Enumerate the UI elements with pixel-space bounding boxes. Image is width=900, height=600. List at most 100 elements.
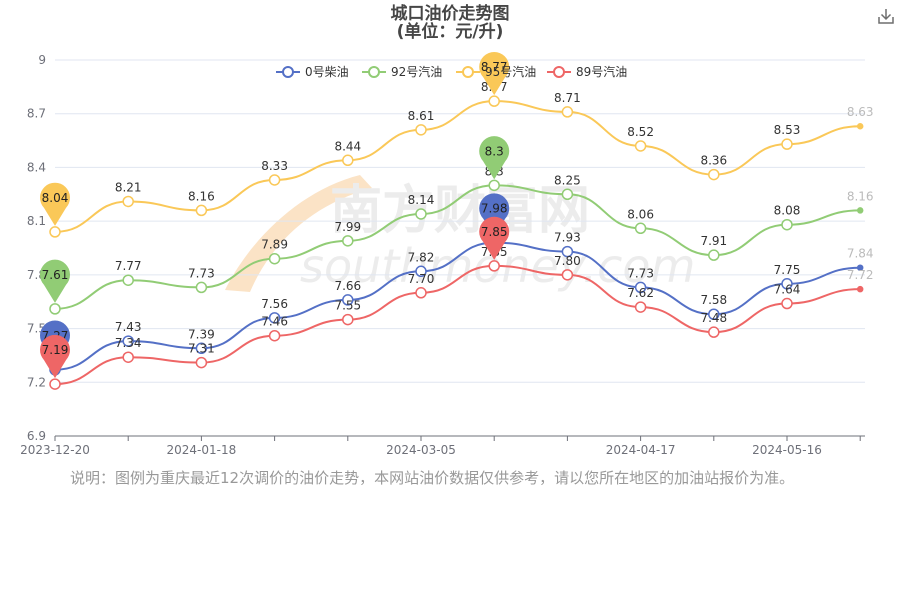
markpoint-label: 7.19 (42, 343, 69, 357)
data-point[interactable] (122, 195, 134, 208)
data-point[interactable] (856, 285, 864, 293)
data-point[interactable] (415, 287, 427, 299)
data-label: 7.84 (847, 247, 874, 261)
data-point[interactable] (856, 207, 864, 214)
data-label: 7.72 (847, 268, 874, 282)
data-label: 7.80 (554, 254, 581, 268)
data-point[interactable] (781, 278, 793, 290)
markpoints: 7.277.987.618.38.048.777.197.85 (40, 51, 510, 379)
data-point[interactable] (415, 265, 427, 278)
data-point[interactable] (195, 356, 208, 369)
data-point[interactable] (781, 138, 793, 150)
legend-item[interactable]: 95号汽油 (456, 64, 536, 79)
data-point[interactable] (342, 313, 354, 326)
data-point[interactable] (195, 281, 208, 294)
data-point[interactable] (342, 154, 354, 167)
data-label: 7.73 (188, 266, 215, 280)
data-label: 7.70 (408, 272, 435, 286)
data-label: 7.43 (115, 320, 142, 334)
data-point[interactable] (122, 335, 134, 347)
data-point[interactable] (268, 174, 281, 186)
data-point[interactable] (561, 188, 574, 201)
series-group (49, 95, 864, 390)
data-point[interactable] (634, 222, 647, 235)
data-point[interactable] (708, 308, 720, 320)
legend-marker (282, 66, 294, 78)
markpoint-label: 7.85 (481, 225, 508, 239)
series-line (54, 100, 861, 233)
markpoint-pin (40, 334, 70, 379)
legend-item[interactable]: 92号汽油 (362, 64, 442, 79)
markpoint-pin (479, 193, 510, 237)
data-point[interactable] (49, 303, 61, 315)
data-point[interactable] (634, 301, 647, 313)
data-label: 7.39 (188, 327, 215, 341)
legend-marker (553, 66, 565, 78)
data-label: 7.55 (334, 299, 361, 313)
markpoint-pin (479, 216, 510, 260)
data-label: 7.82 (408, 250, 435, 264)
data-label: 7.34 (115, 336, 142, 350)
data-label: 7.77 (115, 259, 142, 273)
legend-item[interactable]: 89号汽油 (547, 64, 627, 79)
data-label: 8.52 (627, 125, 654, 139)
data-point[interactable] (122, 274, 134, 286)
data-point[interactable] (268, 329, 281, 342)
data-label: 8.61 (408, 109, 435, 123)
data-point[interactable] (342, 294, 354, 306)
legend-label: 92号汽油 (391, 64, 442, 79)
markpoint-pin (479, 136, 510, 180)
data-point[interactable] (856, 122, 864, 130)
legend-item[interactable]: 0号柴油 (276, 65, 349, 79)
x-tick-label: 2024-05-16 (752, 443, 822, 457)
data-point[interactable] (488, 260, 500, 272)
chart-subtitle: (单位：元/升) (396, 22, 504, 42)
data-point[interactable] (856, 264, 864, 271)
data-label: 7.75 (774, 263, 801, 277)
y-tick-label: 6.9 (27, 429, 46, 443)
data-point[interactable] (268, 312, 281, 324)
data-point[interactable] (561, 269, 574, 281)
data-point[interactable] (195, 342, 208, 355)
data-point[interactable] (49, 226, 61, 238)
markpoint-label: 8.77 (481, 60, 508, 74)
data-point[interactable] (781, 218, 793, 231)
data-point[interactable] (488, 179, 500, 192)
download-icon[interactable] (876, 6, 896, 26)
data-point[interactable] (488, 95, 500, 107)
data-point[interactable] (781, 297, 793, 310)
data-point[interactable] (634, 140, 647, 152)
data-label: 7.58 (700, 293, 727, 307)
markpoint-label: 8.04 (42, 191, 69, 205)
watermark-text: 南方财富网 (330, 181, 590, 241)
data-point[interactable] (415, 124, 427, 136)
data-point[interactable] (342, 235, 354, 247)
data-point[interactable] (561, 245, 574, 258)
y-tick-label: 8.7 (27, 107, 46, 121)
data-label: 7.89 (261, 238, 288, 252)
markpoint-pin (40, 259, 70, 303)
data-label: 7.73 (627, 266, 654, 280)
data-point[interactable] (415, 208, 427, 220)
y-axis: 6.97.27.57.88.18.48.79 (27, 53, 46, 443)
markpoint-label: 7.61 (42, 268, 69, 282)
data-point[interactable] (561, 106, 574, 118)
data-point[interactable] (122, 351, 134, 363)
data-point[interactable] (634, 281, 647, 294)
data-point[interactable] (708, 168, 720, 181)
legend-marker (462, 66, 474, 78)
data-point[interactable] (708, 249, 720, 261)
x-tick-label: 2024-03-05 (386, 443, 456, 457)
data-point[interactable] (708, 326, 720, 338)
markpoint-pin (40, 182, 70, 226)
data-point[interactable] (49, 378, 61, 390)
data-point[interactable] (268, 252, 281, 265)
data-point[interactable] (195, 204, 208, 217)
data-label: 7.48 (700, 311, 727, 325)
x-axis: 2023-12-20 2024-01-18 2024-03-05 2024-04-17… (20, 435, 865, 457)
data-label: 7.62 (627, 286, 654, 300)
legend[interactable]: 0号柴油 92号汽油 95号汽油 89号汽油 (276, 64, 627, 79)
chart-title: 城口油价走势图 (390, 4, 510, 24)
y-tick-label: 8.4 (27, 160, 46, 174)
